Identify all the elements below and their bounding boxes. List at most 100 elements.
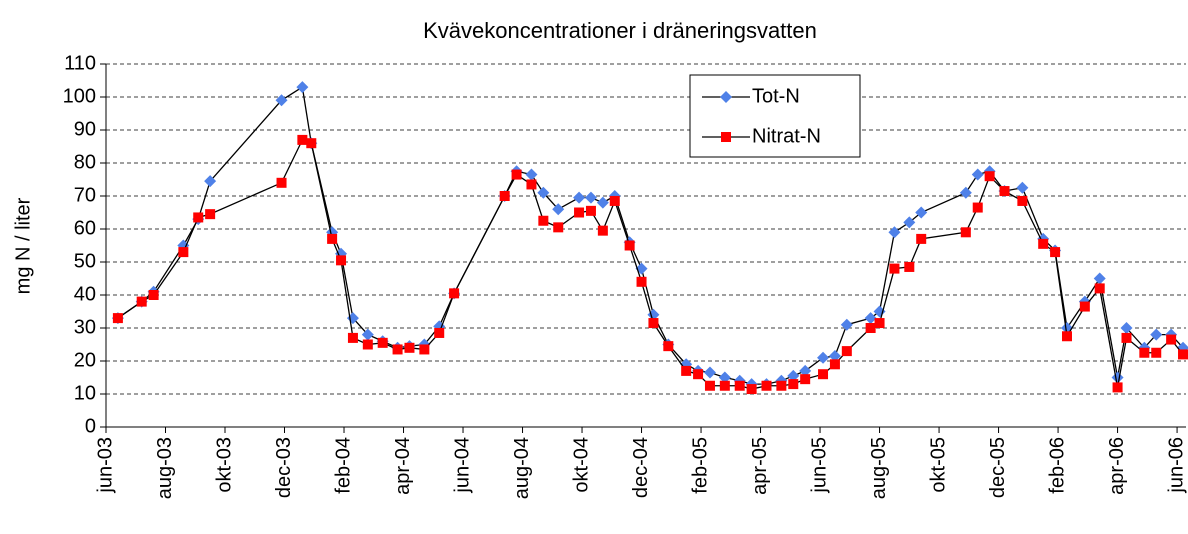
data-point [799,364,812,377]
data-point [1150,328,1163,341]
y-tick-label: 70 [74,184,96,206]
x-tick-label: aug-05 [868,437,890,499]
data-point [596,196,609,209]
x-tick-label: jun-03 [94,437,116,494]
data-point [392,344,403,355]
data-point [788,379,799,390]
legend-marker [721,132,731,142]
data-point [1017,195,1028,206]
data-point [537,186,550,199]
y-tick-label: 0 [85,415,96,437]
x-tick-label: apr-04 [392,437,414,495]
x-tick-label: feb-06 [1046,437,1068,494]
data-point [1112,382,1123,393]
data-point [553,222,564,233]
data-point [960,227,971,238]
y-tick-label: 20 [74,349,96,371]
y-tick-label: 60 [74,217,96,239]
data-point [817,351,830,364]
data-point [347,332,358,343]
data-point [1166,334,1177,345]
data-point [904,261,915,272]
x-tick-label: feb-04 [332,437,354,494]
data-point [1111,371,1124,384]
data-point [972,202,983,213]
data-point [296,81,309,94]
data-point [377,337,388,348]
y-tick-label: 90 [74,118,96,140]
data-point [538,215,549,226]
legend-label: Nitrat-N [752,125,821,147]
data-point [609,195,620,206]
data-point [663,341,674,352]
y-tick-label: 100 [63,85,96,107]
chart-title: Kvävekoncentrationer i dräneringsvatten [423,18,817,43]
data-point [624,240,635,251]
x-tick-label: dec-05 [987,437,1009,498]
data-point [1038,238,1049,249]
y-tick-label: 40 [74,283,96,305]
legend-label: Tot-N [752,85,800,107]
data-point [112,313,123,324]
data-point [734,380,745,391]
data-point [573,191,586,204]
data-point [297,134,308,145]
data-point [1016,181,1029,194]
y-tick-label: 10 [74,382,96,404]
data-point [829,359,840,370]
x-tick-label: apr-05 [749,437,771,495]
x-tick-label: jun-04 [451,437,473,494]
data-point [327,233,338,244]
data-point [704,380,715,391]
legend-marker [720,91,732,103]
series-line [117,139,1184,390]
y-tick-label: 110 [64,52,96,74]
data-point [306,138,317,149]
x-tick-label: dec-03 [273,437,295,498]
data-point [648,318,659,329]
x-tick-label: okt-03 [213,437,235,493]
data-point [719,380,730,391]
data-point [865,323,876,333]
x-tick-label: okt-04 [570,437,592,493]
data-point [984,171,995,182]
data-point [193,212,204,223]
data-point [1151,347,1162,358]
data-point [703,366,716,379]
data-point [746,384,757,395]
x-tick-label: apr-06 [1106,437,1128,495]
data-point [864,312,877,325]
data-point [776,380,787,391]
data-point [681,365,692,376]
data-point [1121,332,1132,343]
data-point [916,233,927,244]
data-point [574,207,585,218]
data-point [1079,301,1090,312]
series-line [117,86,1184,385]
data-point [361,328,374,341]
data-point [840,318,853,331]
data-point [205,209,216,220]
x-tick-label: okt-05 [927,437,949,493]
data-point [511,169,522,180]
x-tick-label: jun-05 [808,437,830,494]
data-point [178,247,189,258]
data-point [148,290,159,300]
data-point [336,255,347,266]
data-point [1050,247,1061,258]
data-point [419,344,430,355]
data-point [584,191,597,204]
data-point [636,276,647,287]
data-point [959,186,972,199]
x-tick-label: aug-03 [154,437,176,499]
x-tick-label: aug-04 [511,437,533,499]
data-point [915,206,928,219]
data-point [841,346,852,357]
x-tick-label: feb-05 [689,437,711,494]
data-point [1061,331,1072,342]
data-point [204,175,217,188]
data-point [136,296,147,307]
data-point [404,342,415,353]
data-point [1094,283,1105,294]
